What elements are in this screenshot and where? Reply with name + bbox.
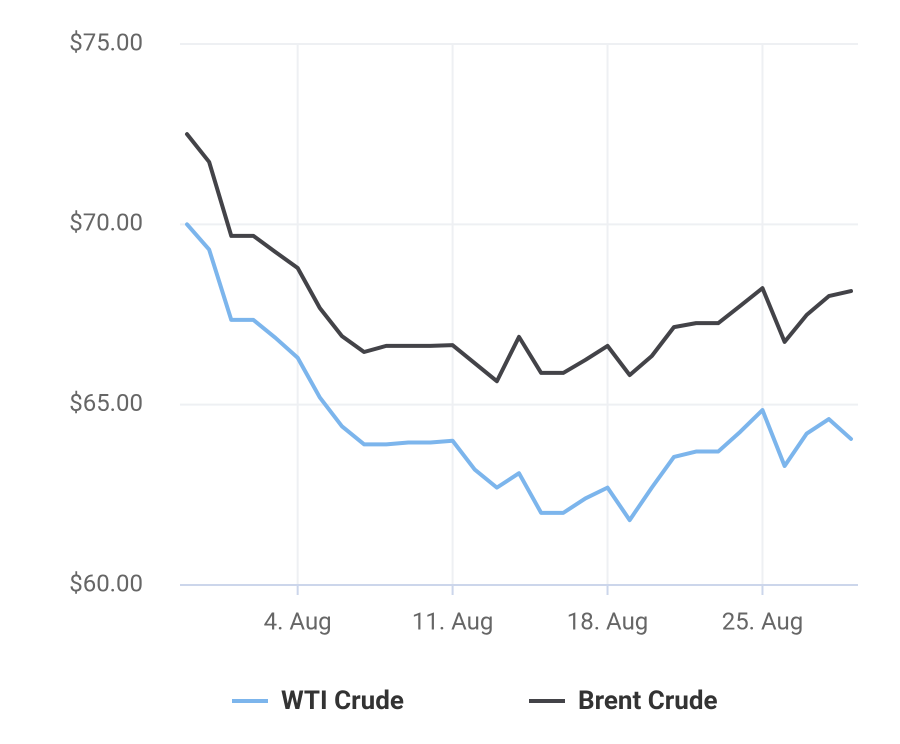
legend-item: WTI Crude [232, 686, 404, 716]
x-tick-label: 18. Aug [567, 607, 649, 635]
y-tick-label: $65.00 [69, 389, 143, 417]
y-tick-label: $75.00 [69, 28, 143, 56]
legend-item: Brent Crude [529, 686, 718, 716]
line [185, 222, 853, 523]
x-tick-label: 4. Aug [264, 607, 332, 635]
legend-label: Brent Crude [578, 686, 718, 716]
x-tick-label: 25. Aug [722, 607, 804, 635]
legend-label: WTI Crude [281, 686, 404, 716]
y-tick-label: $60.00 [69, 569, 143, 597]
x-tick-label: 11. Aug [412, 607, 494, 635]
line [185, 132, 853, 384]
y-tick-label: $70.00 [69, 209, 143, 237]
